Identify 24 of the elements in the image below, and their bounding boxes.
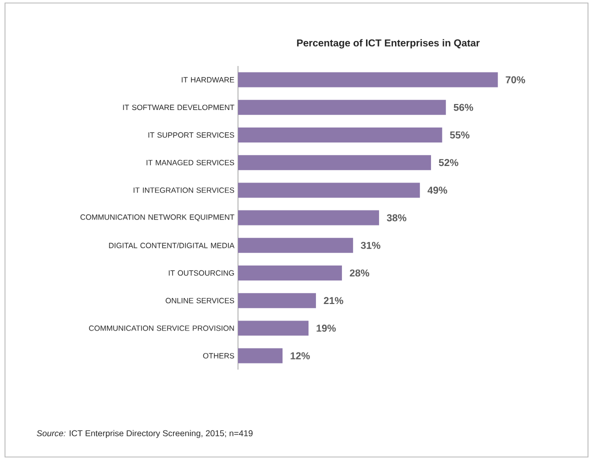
data-label: 52% [438,159,458,166]
data-label: 70% [506,76,526,84]
data-label: 55% [450,131,470,139]
bar [238,238,354,253]
data-label: 12% [290,352,310,360]
data-label: 19% [316,324,336,332]
data-label: 38% [386,214,406,222]
data-label: 56% [454,104,474,111]
bar [238,265,342,280]
bar [238,293,316,308]
data-label: 31% [360,242,380,249]
bar [238,127,442,142]
bar [238,348,283,364]
chart-title: Percentage of ICT Enterprises in Qatar [297,39,480,48]
bar [238,100,446,115]
bar [238,210,380,226]
text: Source: ICT Enterprise Directory Screening, 2015; n=419 [36,430,253,438]
bar [238,320,309,336]
data-label: 49% [428,186,448,194]
bar [238,155,432,170]
bar [238,182,420,198]
bar [238,72,498,88]
data-label: 21% [324,297,344,304]
data-label: 28% [350,269,370,277]
